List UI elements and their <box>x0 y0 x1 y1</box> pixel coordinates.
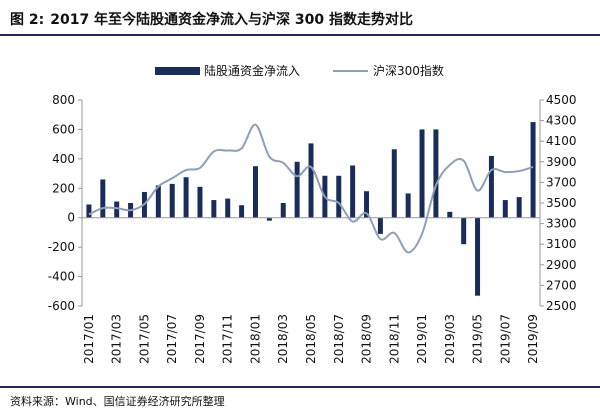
left-tick-label: -600 <box>48 299 75 313</box>
index-line <box>88 123 534 254</box>
right-tick-label: 4300 <box>546 114 577 128</box>
bar <box>488 155 494 218</box>
left-tick-label: 600 <box>52 122 75 136</box>
bar <box>530 122 536 218</box>
bar <box>502 200 508 218</box>
x-tick-label: 2017/07 <box>165 314 179 364</box>
left-tick-label: -200 <box>48 240 75 254</box>
x-tick-label: 2018/01 <box>248 314 262 364</box>
x-tick-label: 2019/09 <box>526 314 540 364</box>
x-tick-label: 2017/11 <box>221 314 235 364</box>
bar <box>211 200 217 218</box>
bar <box>308 143 314 218</box>
bar <box>114 201 120 218</box>
bar <box>364 191 370 218</box>
bar <box>447 211 453 218</box>
bar <box>433 129 439 218</box>
legend-line-label: 沪深300指数 <box>373 63 444 78</box>
x-tick-label: 2019/01 <box>415 314 429 364</box>
bar <box>475 217 481 296</box>
bar <box>350 165 356 218</box>
bar <box>86 204 92 218</box>
figure-title: 图 2: 2017 年至今陆股通资金净流入与沪深 300 指数走势对比 <box>10 9 413 29</box>
source-note: 资料来源：Wind、国信证券经济研究所整理 <box>10 395 225 408</box>
left-tick-label: 0 <box>67 211 75 225</box>
right-tick-label: 3300 <box>546 217 577 231</box>
bar <box>252 166 258 218</box>
left-tick-label: 400 <box>52 152 75 166</box>
right-tick-label: 2900 <box>546 258 577 272</box>
bar <box>225 198 231 218</box>
bar <box>183 177 189 218</box>
left-tick-label: -400 <box>48 270 75 284</box>
x-tick-label: 2018/11 <box>387 314 401 364</box>
bar <box>239 205 245 218</box>
figure-title-text: 2017 年至今陆股通资金净流入与沪深 300 指数走势对比 <box>50 12 414 28</box>
right-tick-label: 3500 <box>546 196 577 210</box>
figure-footer: 资料来源：Wind、国信证券经济研究所整理 <box>0 386 600 412</box>
bar <box>155 185 161 218</box>
bar <box>336 175 342 218</box>
left-tick-label: 800 <box>52 93 75 107</box>
bar <box>377 217 383 234</box>
figure-label: 图 2: <box>10 12 45 28</box>
legend-bar-label: 陆股通资金净流入 <box>204 63 300 78</box>
x-tick-label: 2018/07 <box>332 314 346 364</box>
figure-header: 图 2: 2017 年至今陆股通资金净流入与沪深 300 指数走势对比 <box>0 0 600 36</box>
x-tick-label: 2018/05 <box>304 314 318 364</box>
right-tick-label: 4100 <box>546 134 577 148</box>
x-tick-label: 2017/05 <box>137 314 151 364</box>
bar <box>461 217 467 245</box>
x-tick-label: 2018/09 <box>360 314 374 364</box>
right-tick-label: 3700 <box>546 175 577 189</box>
right-tick-label: 2500 <box>546 299 577 313</box>
bar <box>266 217 272 221</box>
bar <box>419 129 425 218</box>
right-tick-label: 3900 <box>546 155 577 169</box>
bar <box>391 149 397 218</box>
x-tick-label: 2019/05 <box>471 314 485 364</box>
bar <box>197 186 203 218</box>
x-tick-label: 2017/01 <box>82 314 96 364</box>
right-tick-label: 3100 <box>546 237 577 251</box>
bar <box>405 193 411 218</box>
bar <box>294 161 300 218</box>
right-tick-label: 2700 <box>546 278 577 292</box>
chart-svg: 陆股通资金净流入 沪深300指数 -600 -400 -200 0 200 400 600 800… <box>48 63 577 364</box>
x-tick-label: 2017/09 <box>193 314 207 364</box>
left-tick-label: 200 <box>52 181 75 195</box>
x-tick-label: 2019/07 <box>498 314 512 364</box>
bar <box>100 179 106 218</box>
bar <box>516 197 522 218</box>
x-tick-label: 2018/03 <box>276 314 290 364</box>
right-tick-label: 4500 <box>546 93 577 107</box>
bar <box>280 203 286 218</box>
x-tick-label: 2017/03 <box>110 314 124 364</box>
x-tick-label: 2019/03 <box>443 314 457 364</box>
bar <box>169 183 175 218</box>
legend-bar-swatch <box>155 67 200 75</box>
